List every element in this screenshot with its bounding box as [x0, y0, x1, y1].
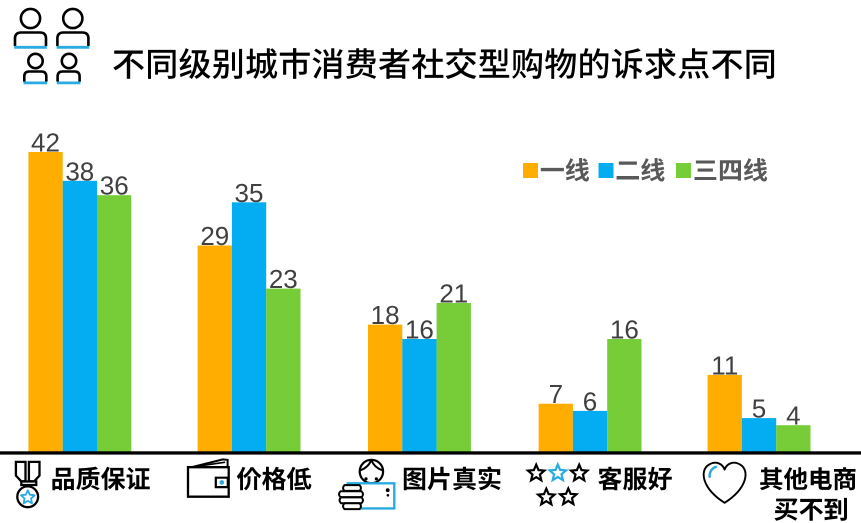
svg-text:16: 16 — [405, 315, 434, 345]
svg-text:5: 5 — [752, 394, 766, 424]
svg-text:35: 35 — [235, 178, 264, 208]
svg-text:38: 38 — [65, 156, 94, 186]
svg-text:18: 18 — [371, 300, 400, 330]
svg-text:42: 42 — [31, 128, 60, 158]
svg-text:6: 6 — [583, 386, 597, 416]
svg-text:16: 16 — [610, 315, 639, 345]
svg-text:21: 21 — [439, 279, 468, 309]
svg-text:7: 7 — [549, 379, 563, 409]
svg-text:4: 4 — [786, 401, 800, 431]
svg-text:23: 23 — [269, 264, 298, 294]
svg-text:11: 11 — [711, 350, 738, 380]
svg-text:36: 36 — [100, 171, 129, 201]
svg-text:29: 29 — [200, 221, 229, 251]
